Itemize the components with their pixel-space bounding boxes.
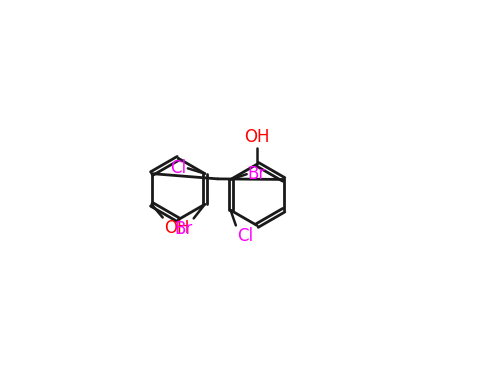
Text: Cl: Cl [171, 159, 187, 177]
Text: OH: OH [244, 128, 270, 146]
Text: Cl: Cl [237, 227, 253, 245]
Text: Br: Br [248, 165, 266, 183]
Text: OH: OH [164, 219, 189, 237]
Text: Br: Br [174, 220, 193, 238]
